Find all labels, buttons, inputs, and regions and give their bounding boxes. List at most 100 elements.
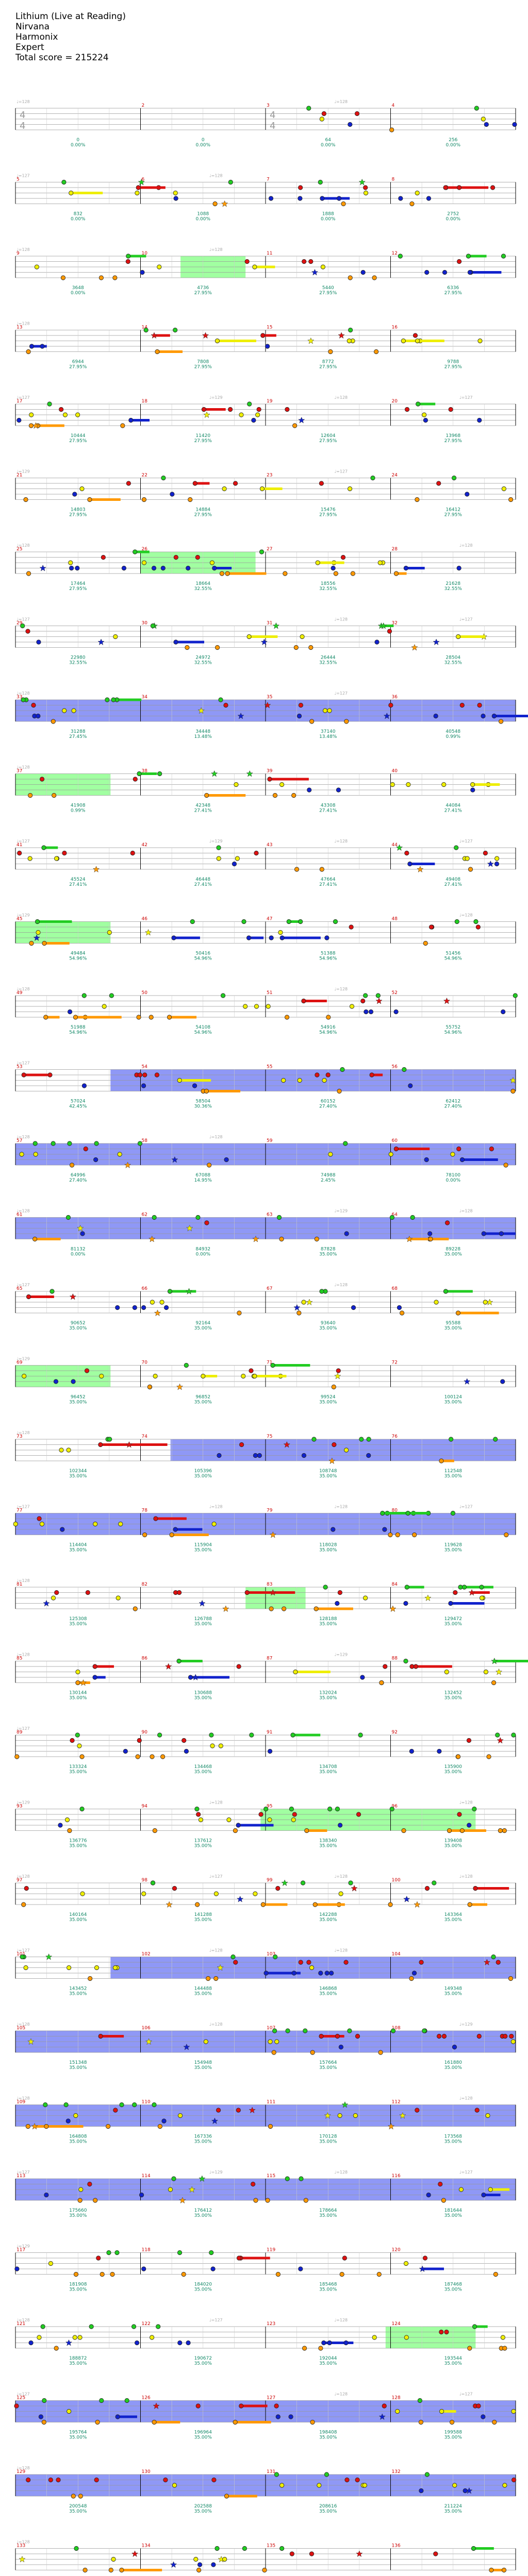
- measure-number: 101: [16, 1952, 25, 1957]
- note-gem: [83, 1146, 88, 1152]
- note-gem: [456, 185, 462, 190]
- sustain-tail: [446, 186, 464, 189]
- note-gem: [168, 2187, 173, 2192]
- note-gem: [291, 793, 296, 798]
- sustain-tail: [24, 1073, 48, 1076]
- star-note: [495, 1668, 503, 1675]
- note-gem: [324, 2472, 329, 2477]
- note-gem: [310, 2050, 315, 2055]
- note-gem: [302, 259, 307, 264]
- note-gem: [318, 1971, 323, 1976]
- note-gem: [441, 2033, 447, 2039]
- note-gem: [377, 560, 383, 565]
- note-gem: [141, 2266, 146, 2271]
- star-note: [138, 178, 145, 186]
- sustain-tail: [118, 2415, 137, 2418]
- measure-score: 54108: [195, 1025, 210, 1030]
- sustain-tail: [406, 567, 425, 569]
- measure-score: 195764: [69, 2430, 87, 2435]
- note-gem: [67, 1965, 72, 1971]
- note-gem: [502, 1828, 507, 1833]
- note-gem: [393, 1146, 399, 1152]
- sustain-tail: [28, 1295, 54, 1298]
- note-gem: [37, 1516, 42, 1521]
- note-gem: [236, 2108, 241, 2113]
- note-gem: [335, 2033, 340, 2039]
- measure-score: 3648: [72, 285, 84, 291]
- star-power-percent: 35.00%: [319, 2509, 337, 2514]
- note-gem: [267, 777, 272, 782]
- measure-number: 111: [267, 2100, 275, 2105]
- measure-number: 8: [392, 177, 395, 182]
- note-gem: [93, 1157, 98, 1163]
- measure-number: 25: [16, 547, 22, 552]
- measure-number: 130: [142, 2469, 151, 2474]
- sustain-tail: [422, 2267, 444, 2270]
- star-note: [328, 1457, 336, 1464]
- note-gem: [424, 270, 430, 275]
- star-note: [509, 1076, 517, 1084]
- measure-number: 41: [16, 843, 22, 848]
- note-gem: [348, 275, 353, 280]
- note-gem: [360, 270, 366, 275]
- note-gem: [192, 1083, 197, 1088]
- measure-number: 114: [142, 2174, 151, 2179]
- note-gem: [87, 497, 92, 502]
- sustain-tail: [170, 1290, 196, 1293]
- tempo-marker: ♩=128: [16, 765, 30, 770]
- measure-score: 108748: [319, 1469, 337, 1474]
- note-gem: [136, 185, 141, 190]
- sustain-tail: [470, 1903, 487, 1906]
- tempo-marker: ♩=129: [334, 1653, 348, 1657]
- note-gem: [405, 1510, 410, 1516]
- note-gem: [470, 782, 475, 787]
- note-gem: [79, 486, 85, 492]
- note-gem: [410, 1215, 415, 1220]
- note-gem: [441, 782, 447, 787]
- measure-number: 54: [142, 1065, 148, 1070]
- note-gem: [81, 1083, 87, 1088]
- star-power-percent: 0.00%: [321, 217, 336, 222]
- note-gem: [335, 1806, 340, 1812]
- note-gem: [23, 497, 28, 502]
- note-gem: [319, 116, 324, 122]
- note-gem: [333, 571, 338, 576]
- note-gem: [140, 270, 145, 275]
- note-gem: [111, 697, 116, 702]
- note-gem: [408, 1083, 413, 1088]
- note-gem: [374, 639, 380, 645]
- star-note: [491, 1657, 498, 1664]
- star-power-percent: 35.00%: [194, 2140, 212, 2145]
- note-gem: [266, 1004, 271, 1009]
- sustain-tail: [174, 936, 200, 939]
- note-gem: [320, 264, 326, 270]
- note-gem: [224, 1157, 229, 1163]
- sustain-tail: [321, 2035, 344, 2038]
- star-power-percent: 35.00%: [319, 2361, 337, 2366]
- measure-score: 0: [76, 138, 79, 143]
- star-note: [32, 422, 40, 429]
- measure-number: 2: [142, 103, 145, 108]
- note-gem: [417, 2398, 422, 2403]
- tempo-marker: ♩=127: [334, 469, 348, 474]
- note-gem: [322, 1077, 327, 1083]
- star-power-percent: 35.00%: [69, 2361, 87, 2366]
- star-note: [217, 1964, 224, 1971]
- note-gem: [246, 935, 252, 940]
- sustain-tail: [441, 1459, 454, 1462]
- tempo-marker: ♩=128: [16, 1135, 30, 1139]
- note-gem: [176, 1658, 182, 1664]
- star-power-percent: 35.00%: [194, 2213, 212, 2218]
- note-gem: [243, 1004, 248, 1009]
- star-power-percent: 35.00%: [69, 2140, 87, 2145]
- note-gem: [70, 1738, 75, 1743]
- note-gem: [422, 412, 427, 417]
- measure-number: 89: [16, 1730, 23, 1735]
- sustain-tail: [490, 2188, 510, 2191]
- sustain-tail: [418, 402, 436, 406]
- note-gem: [115, 1305, 120, 1310]
- measure-score: 119628: [444, 1543, 463, 1548]
- note-gem: [510, 2039, 516, 2044]
- star-power-percent: 35.00%: [444, 2065, 463, 2070]
- measure-number: 52: [392, 990, 398, 996]
